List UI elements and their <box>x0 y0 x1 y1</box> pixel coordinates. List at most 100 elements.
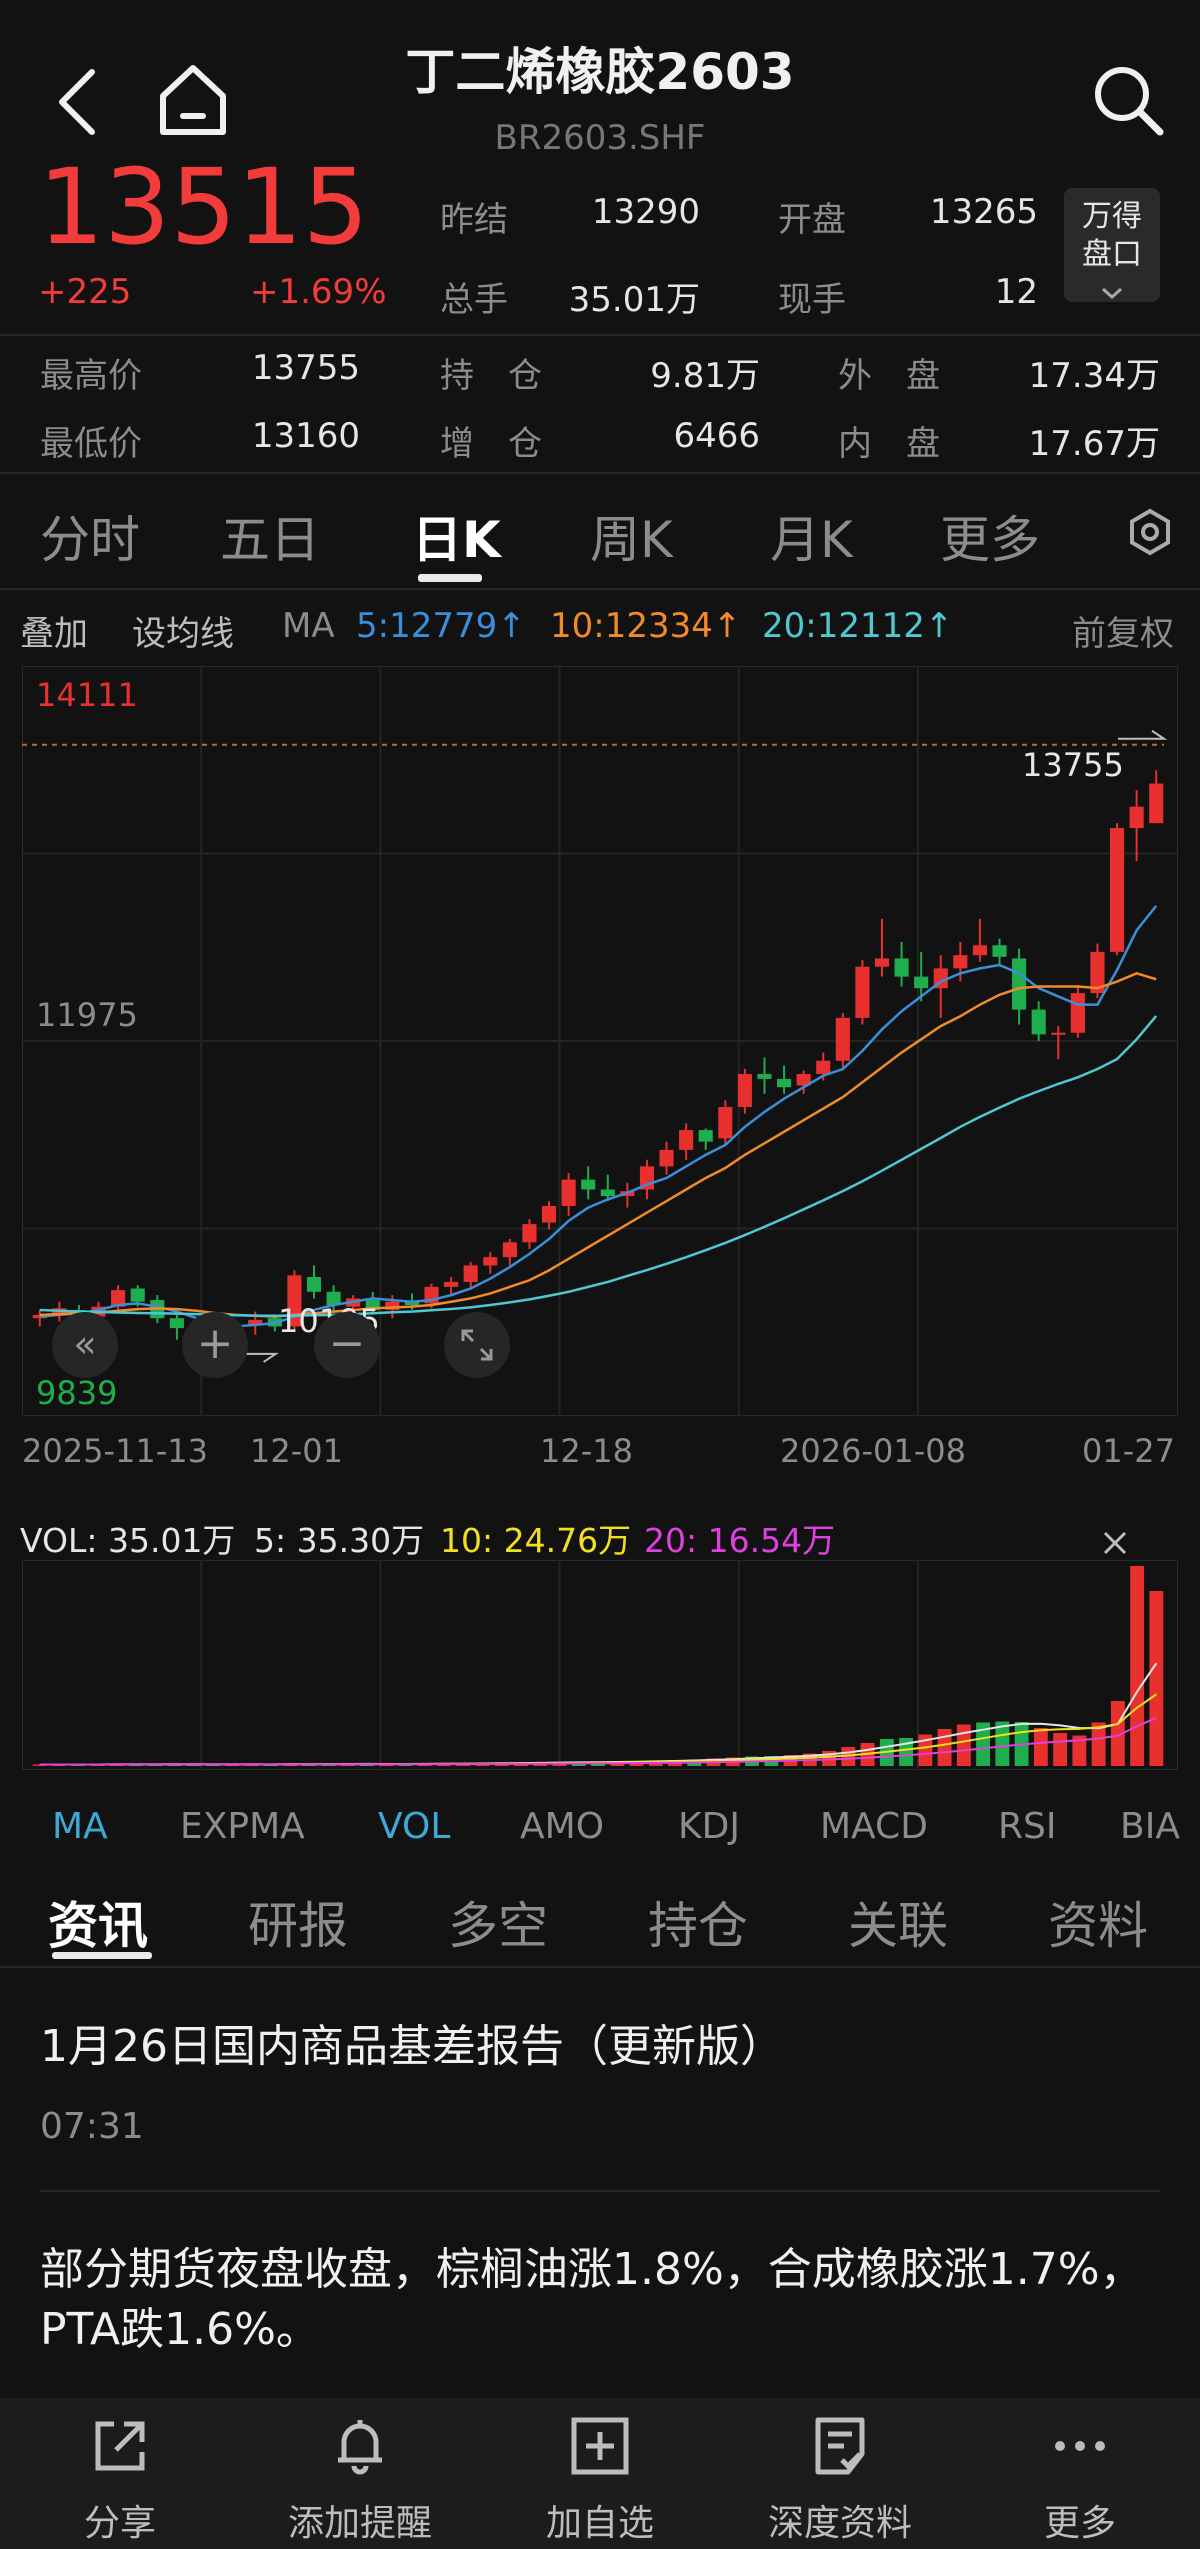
tab-more[interactable]: 更多 <box>940 511 1040 569</box>
current-value: 12 <box>994 272 1038 312</box>
header: 丁二烯橡胶2603 BR2603.SHF <box>0 0 1200 158</box>
ind-tab-bias[interactable]: BIA <box>1120 1806 1180 1847</box>
settings-icon[interactable] <box>1126 508 1174 556</box>
ind-tab-expma[interactable]: EXPMA <box>180 1806 305 1847</box>
candle-body <box>659 1149 674 1167</box>
set-ma-button[interactable]: 设均线 <box>132 614 234 654</box>
zoom-in-button[interactable]: + <box>182 1312 248 1378</box>
candle-body <box>502 1242 517 1258</box>
oi-change-label: 增 仓 <box>440 424 542 464</box>
vol-ma20: 20: 16.54万 <box>644 1521 836 1560</box>
volume-bar <box>918 1734 933 1766</box>
ind-tab-ma[interactable]: MA <box>52 1806 108 1847</box>
candle-body <box>679 1130 694 1150</box>
divider <box>0 1966 1200 1968</box>
fullscreen-button[interactable] <box>444 1312 510 1378</box>
candle-body <box>561 1179 576 1207</box>
candle-body <box>1109 828 1125 952</box>
home-icon[interactable] <box>155 62 231 138</box>
candle-body <box>718 1106 733 1139</box>
instrument-code: BR2603.SHF <box>494 118 706 158</box>
ind-tab-amo[interactable]: AMO <box>520 1806 605 1847</box>
prev-settle-value: 13290 <box>591 192 700 232</box>
overlay-button[interactable]: 叠加 <box>20 614 88 654</box>
inner-value: 17.67万 <box>1028 424 1160 464</box>
volume-bar <box>976 1722 991 1766</box>
news-tab-related[interactable]: 关联 <box>848 1897 948 1955</box>
ind-tab-macd[interactable]: MACD <box>820 1806 928 1847</box>
oi-change-value: 6466 <box>673 416 760 456</box>
document-icon <box>815 2417 865 2475</box>
search-icon[interactable] <box>1090 62 1166 138</box>
more-button[interactable]: 更多 <box>980 2398 1180 2549</box>
tab-monthly-k[interactable]: 月K <box>770 511 853 569</box>
scroll-left-button[interactable]: « <box>52 1312 118 1378</box>
ind-tab-vol[interactable]: VOL <box>378 1806 451 1847</box>
volume-bar <box>1130 1566 1145 1766</box>
candle-body <box>541 1206 557 1223</box>
x-label-2: 12-01 <box>250 1432 343 1470</box>
more-icon <box>1055 2441 1105 2451</box>
chevron-down-icon <box>1102 287 1122 300</box>
back-arrow-icon[interactable] <box>50 62 110 142</box>
tab-intraday[interactable]: 分时 <box>40 511 140 569</box>
price-change: +225 <box>38 272 132 312</box>
adjust-mode[interactable]: 前复权 <box>1072 614 1174 654</box>
tab-daily-k[interactable]: 日K <box>412 511 501 569</box>
candle-body <box>130 1288 145 1302</box>
oi-value: 9.81万 <box>650 356 760 396</box>
ma5-line <box>39 905 1158 1328</box>
deep-info-button[interactable]: 深度资料 <box>740 2398 940 2549</box>
close-icon[interactable] <box>1100 1528 1130 1558</box>
volume-bar <box>1053 1733 1068 1766</box>
candlestick-chart[interactable] <box>22 666 1178 1416</box>
candle-body <box>581 1179 596 1190</box>
news-tab-longshort[interactable]: 多空 <box>448 1897 548 1955</box>
candle-body <box>404 1301 419 1306</box>
share-button[interactable]: 分享 <box>20 2398 220 2549</box>
oi-label: 持 仓 <box>440 356 542 396</box>
news-tab-research[interactable]: 研报 <box>248 1897 348 1955</box>
ind-tab-rsi[interactable]: RSI <box>998 1806 1057 1847</box>
open-label: 开盘 <box>778 200 846 240</box>
low-value: 13160 <box>251 416 360 456</box>
candle-body <box>306 1276 322 1292</box>
candle-body <box>600 1189 615 1197</box>
prev-settle-label: 昨结 <box>440 200 508 240</box>
tab-five-day[interactable]: 五日 <box>220 511 320 569</box>
news-tab-profile[interactable]: 资料 <box>1048 1897 1148 1955</box>
candle-body <box>972 945 987 956</box>
ma-label: MA <box>282 606 335 646</box>
tab-weekly-k[interactable]: 周K <box>590 511 673 569</box>
candle-body <box>914 976 929 989</box>
expand-icon <box>461 1329 493 1361</box>
candle-body <box>522 1224 537 1243</box>
vol-ma5: 5: 35.30万 <box>254 1521 425 1560</box>
news-tab-info[interactable]: 资讯 <box>48 1897 148 1955</box>
add-watchlist-button[interactable]: 加自选 <box>500 2398 700 2549</box>
candle-body <box>992 945 1007 957</box>
high-annotation-arrow <box>1118 729 1168 740</box>
add-alert-label: 添加提醒 <box>287 2503 432 2544</box>
volume-chart[interactable] <box>22 1560 1178 1770</box>
news-item-title[interactable]: 1月26日国内商品基差报告（更新版） <box>40 2021 784 2072</box>
zoom-out-button[interactable]: − <box>314 1312 380 1378</box>
low-annotation-arrow <box>243 1352 279 1363</box>
active-tab-indicator <box>418 574 482 582</box>
ind-tab-kdj[interactable]: KDJ <box>678 1806 740 1847</box>
candle-body <box>835 1017 850 1061</box>
page-title: 丁二烯橡胶2603 <box>405 43 795 101</box>
bottom-toolbar: 分享 添加提醒 加自选 深度资料 更多 <box>0 2398 1200 2549</box>
news-tab-holdings[interactable]: 持仓 <box>648 1897 748 1955</box>
news-item-title[interactable]: 部分期货夜盘收盘，棕榈油涨1.8%，合成橡胶涨1.7%，PTA跌1.6%。 <box>40 2244 1144 2355</box>
wind-orderbook-button[interactable]: 万得 盘口 <box>1064 188 1160 302</box>
candle-body <box>365 1300 380 1310</box>
candle-body <box>874 958 890 967</box>
candle-body <box>32 1314 47 1319</box>
candle-body <box>698 1130 713 1142</box>
open-value: 13265 <box>929 192 1038 232</box>
bell-icon <box>338 2420 382 2475</box>
add-alert-button[interactable]: 添加提醒 <box>260 2398 460 2549</box>
deep-info-label: 深度资料 <box>767 2503 912 2544</box>
volume-label: 总手 <box>440 280 508 320</box>
